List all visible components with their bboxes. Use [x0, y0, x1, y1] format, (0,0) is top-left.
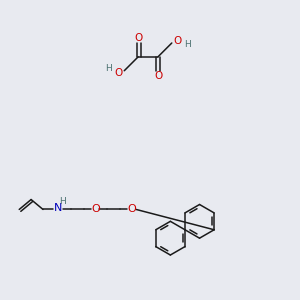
Text: O: O [134, 33, 143, 43]
Text: H: H [59, 197, 66, 206]
Text: O: O [154, 71, 163, 81]
Text: H: H [184, 40, 191, 50]
Text: O: O [128, 204, 136, 214]
Text: O: O [91, 204, 100, 214]
Text: H: H [105, 64, 112, 73]
Text: N: N [54, 203, 62, 214]
Text: O: O [174, 36, 182, 46]
Text: O: O [114, 68, 122, 78]
